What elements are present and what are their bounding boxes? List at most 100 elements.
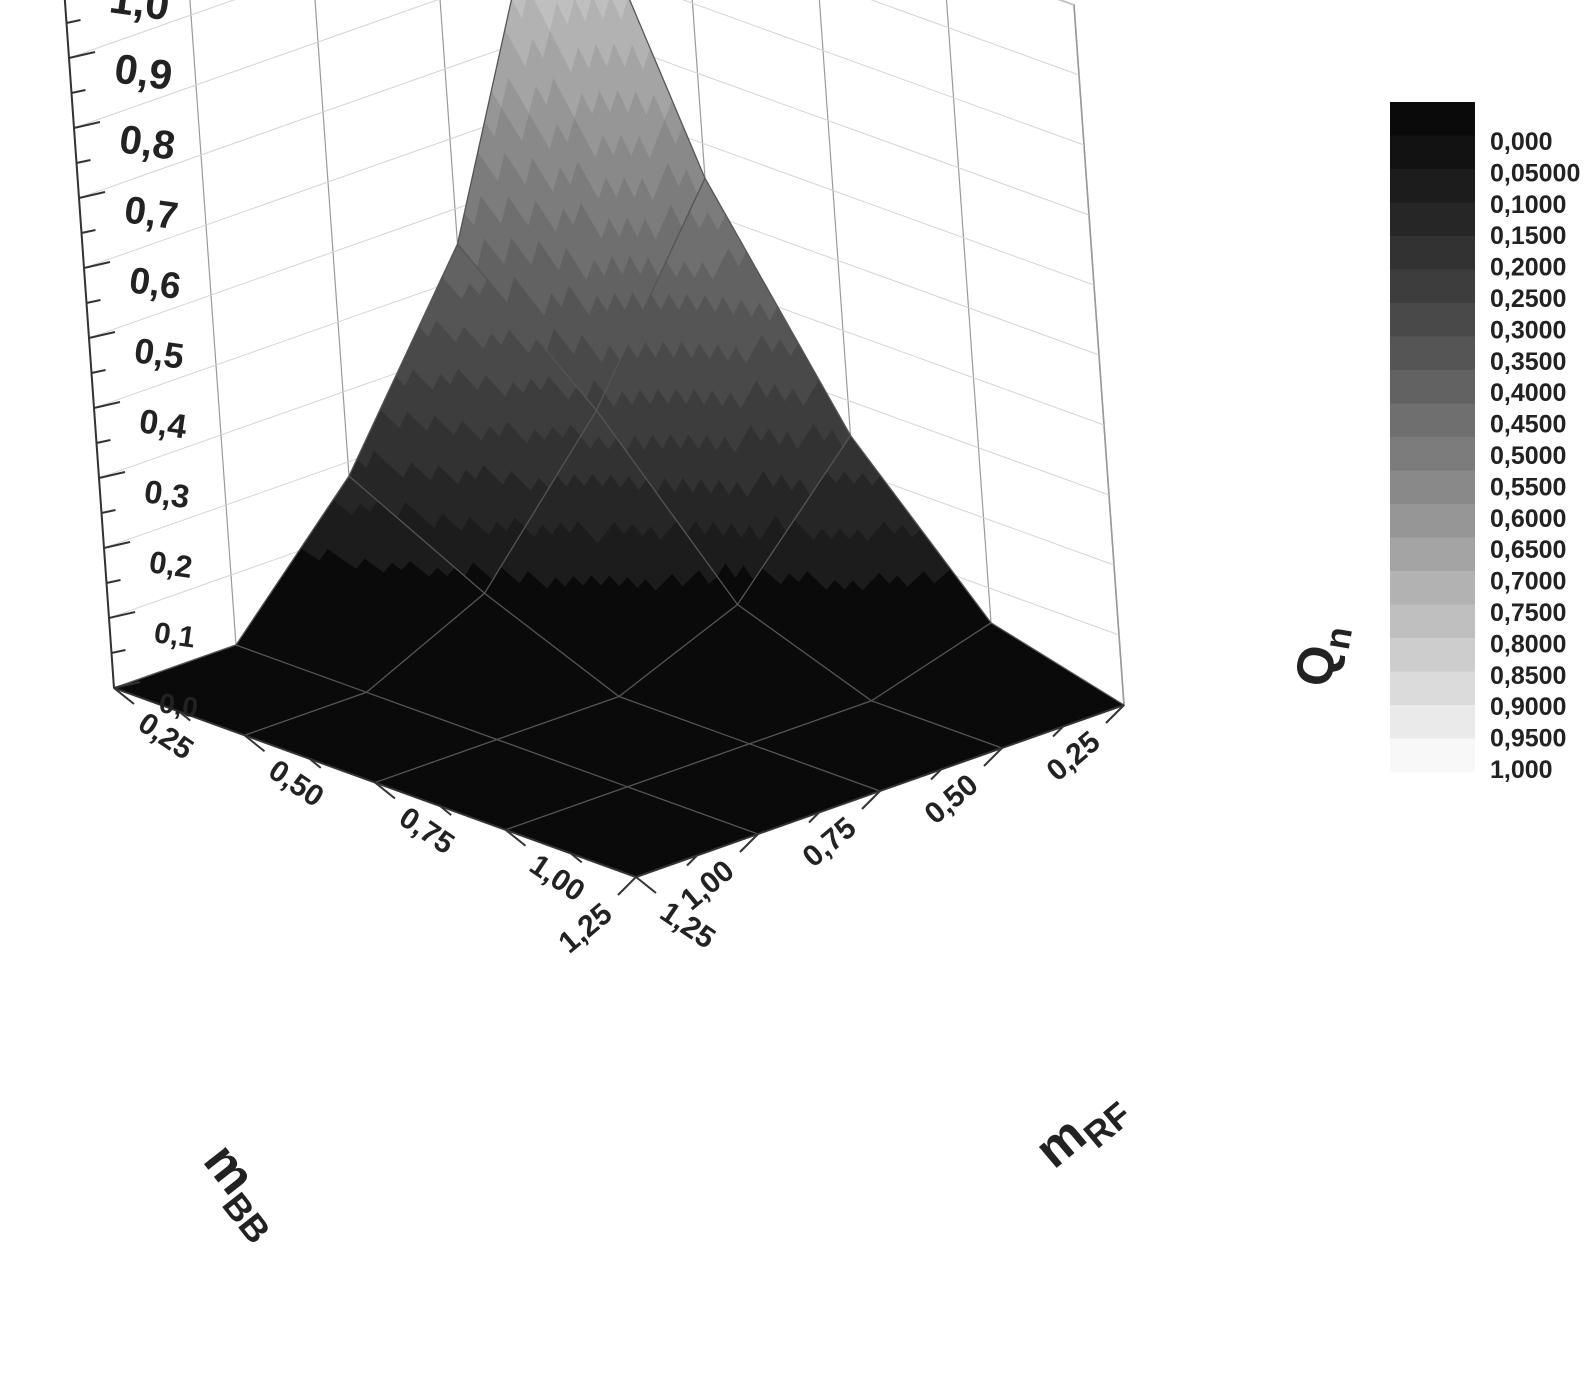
right-wall-grid-vertical	[189, 0, 237, 646]
x-axis-tick	[983, 747, 1003, 767]
legend-label: 0,9500	[1490, 725, 1566, 753]
legend-swatch	[1390, 571, 1475, 606]
legend-swatch	[1390, 604, 1475, 639]
z-axis-tick	[88, 331, 116, 339]
y-axis-tick	[504, 828, 527, 847]
z-axis-minor-tick	[66, 19, 81, 24]
z-axis-tick	[108, 611, 136, 619]
y-axis-minor-tick	[439, 805, 452, 816]
z-axis-tick	[103, 541, 131, 549]
z-tick-label: 0,0	[157, 687, 200, 723]
y-axis-minor-tick	[178, 710, 191, 722]
z-tick-label: 0,1	[152, 616, 197, 654]
z-axis-tick	[78, 191, 106, 199]
legend-label: 0,6000	[1490, 505, 1566, 533]
z-tick-label: 0,7	[122, 188, 181, 238]
z-tick-label: 0,3	[142, 473, 192, 515]
z-axis-minor-tick	[76, 159, 91, 164]
legend-label: 0,05000	[1490, 159, 1580, 187]
legend-label: 0,9000	[1490, 693, 1566, 721]
x-axis-tick	[1105, 704, 1125, 724]
legend-label: 0,1500	[1490, 222, 1566, 250]
z-axis-tick	[68, 51, 96, 59]
z-tick-label: 0,2	[147, 544, 195, 585]
legend-swatch	[1390, 370, 1475, 405]
legend-label: 0,8000	[1490, 630, 1566, 658]
legend-swatch	[1390, 303, 1475, 338]
z-tick-label: 0,9	[112, 44, 176, 99]
legend-label: 0,3500	[1490, 348, 1566, 376]
legend-label: 0,4500	[1490, 411, 1566, 439]
surface-mesh-line	[629, 0, 1125, 706]
y-axis-tick	[374, 781, 396, 800]
legend-label: 0,3000	[1490, 316, 1566, 344]
legend-label: 0,4000	[1490, 379, 1566, 407]
z-axis-tick	[113, 681, 141, 689]
surface-mesh-line	[235, 644, 759, 835]
legend-swatch	[1390, 336, 1475, 371]
legend-swatch	[1390, 504, 1475, 539]
x-axis-tick	[617, 876, 637, 896]
x-axis-minor-tick	[808, 811, 820, 824]
legend-label: 0,000	[1490, 128, 1553, 156]
y-axis-tick	[243, 734, 266, 753]
y-tick-label: 1,25	[654, 895, 721, 955]
legend-label: 0,7000	[1490, 568, 1566, 596]
legend-label: 1,000	[1490, 756, 1553, 784]
x-axis-minor-tick	[1052, 725, 1064, 738]
legend-swatch	[1390, 269, 1475, 304]
z-axis-tick	[93, 401, 121, 409]
legend-swatch	[1390, 102, 1475, 137]
z-axis-tick	[83, 261, 111, 269]
z-tick-label: 0,4	[137, 402, 189, 446]
color-legend: 0,000 0,05000 0,1000 0,1500 0,2000 0,2500 0,30…	[1390, 102, 1580, 784]
z-axis-minor-tick	[111, 649, 126, 654]
surface-mesh-line	[457, 243, 1003, 749]
z-axis-minor-tick	[86, 299, 101, 304]
x-tick-label: 1,25	[553, 897, 619, 960]
y-axis-minor-tick	[309, 758, 322, 769]
z-tick-label: 1,0	[107, 0, 173, 30]
legend-label: 0,2500	[1490, 285, 1566, 313]
z-axis-line	[63, 0, 115, 689]
legend-label: 0,1000	[1490, 191, 1566, 219]
legend-label: 0,6500	[1490, 536, 1566, 564]
legend-swatch	[1390, 236, 1475, 271]
y-axis-tick	[635, 876, 657, 894]
legend-swatch	[1390, 638, 1475, 673]
z-axis-minor-tick	[106, 579, 121, 584]
legend-label: 0,5500	[1490, 473, 1566, 501]
x-axis-tick	[861, 790, 881, 810]
surface-mesh-line	[348, 475, 881, 792]
z-axis-title-main: Q	[1284, 641, 1348, 691]
z-tick-label: 0,6	[127, 259, 184, 307]
legend-swatch	[1390, 738, 1475, 773]
y-axis-tick	[113, 687, 135, 705]
legend-label: 0,8500	[1490, 662, 1566, 690]
legend-swatch	[1390, 470, 1475, 505]
x-tick-label: 0,75	[797, 811, 863, 874]
x-axis-minor-tick	[686, 854, 698, 867]
legend-swatch	[1390, 202, 1475, 237]
legend-label: 0,5000	[1490, 442, 1566, 470]
surface	[113, 0, 1125, 878]
wall-grid-horizontal	[68, 0, 1080, 76]
x-tick-label: 0,50	[919, 768, 985, 831]
legend-swatch	[1390, 705, 1475, 740]
left-wall-grid-vertical	[945, 0, 995, 658]
z-axis-minor-tick	[81, 229, 96, 234]
legend-swatch	[1390, 403, 1475, 438]
wall-grid-horizontal	[73, 0, 1085, 146]
y-axis-title: mRF	[1024, 1074, 1139, 1185]
z-axis-minor-tick	[91, 369, 106, 374]
legend-label: 0,7500	[1490, 599, 1566, 627]
x-axis-title: mBB	[186, 1133, 298, 1251]
z-axis-title: Qn	[1284, 619, 1360, 692]
z-axis-minor-tick	[71, 89, 86, 94]
x-axis-tick	[739, 833, 759, 853]
z-tick-label: 0,8	[117, 117, 178, 168]
z-axis-minor-tick	[101, 509, 116, 514]
legend-label: 0,2000	[1490, 254, 1566, 282]
z-tick-label: 0,5	[132, 330, 186, 376]
